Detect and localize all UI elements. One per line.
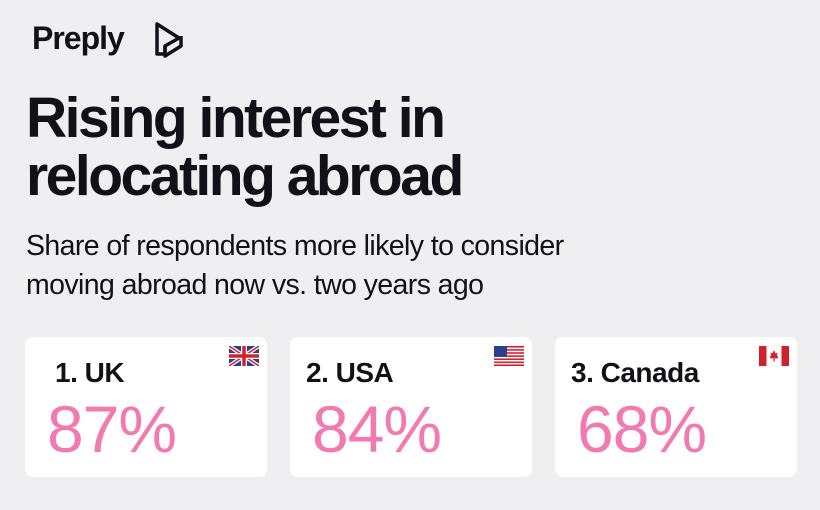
subtitle-line: Share of respondents more likely to cons… xyxy=(26,230,564,262)
country-card: 2. USA 84% xyxy=(290,337,532,477)
title-line: relocating abroad xyxy=(26,144,464,208)
share-value: 84% xyxy=(312,392,442,466)
country-card: 1. UK 87% xyxy=(25,337,267,477)
flag-canada xyxy=(759,346,789,366)
title-line: Rising interest in xyxy=(26,86,446,150)
brand-logo xyxy=(155,22,183,58)
country-label: 2. USA xyxy=(306,357,394,388)
country-label: 1. UK xyxy=(55,357,125,388)
subtitle-line: moving abroad now vs. two years ago xyxy=(26,269,484,301)
share-value: 87% xyxy=(47,392,177,466)
country-card: 3. Canada 68% xyxy=(555,337,797,477)
flag-uk xyxy=(229,346,259,366)
brand-name: Preply xyxy=(32,20,125,56)
country-label: 3. Canada xyxy=(571,357,699,388)
share-value: 68% xyxy=(577,392,707,466)
flag-usa xyxy=(494,346,524,366)
